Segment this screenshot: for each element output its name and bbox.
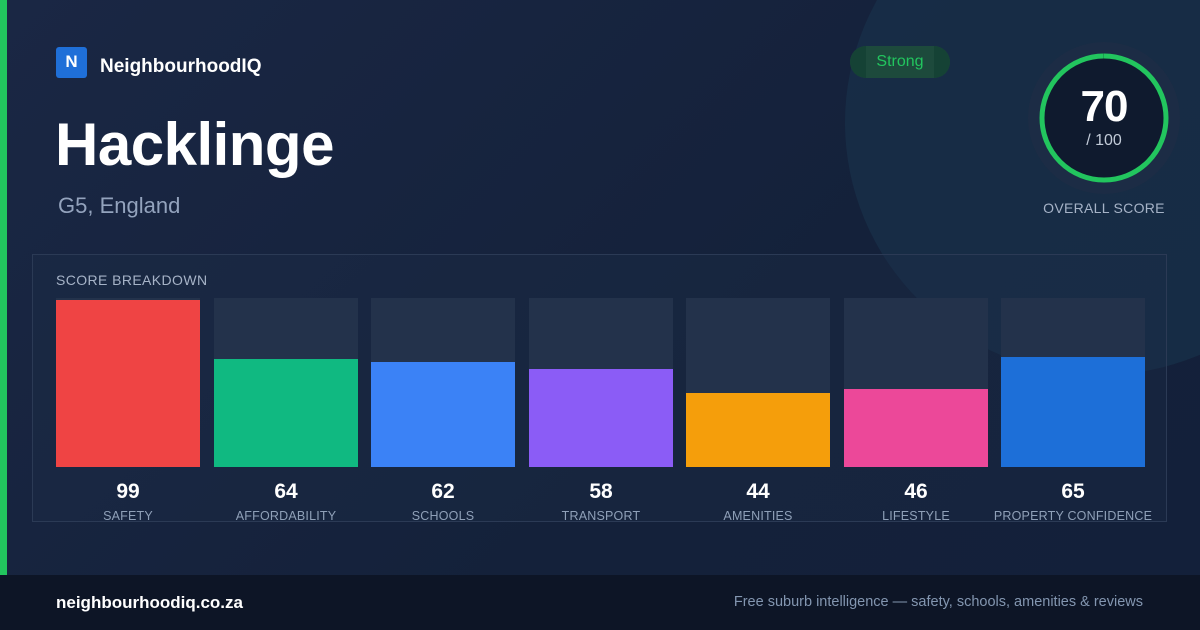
score-bar-value: 62 xyxy=(431,480,455,503)
score-bar-fill xyxy=(214,359,358,467)
score-bar-label: PROPERTY CONFIDENCE xyxy=(993,509,1153,523)
score-bar-value: 64 xyxy=(274,480,298,503)
score-bars: 99 SAFETY 64 AFFORDABILITY 62 SCHOOLS 58 TRANSP… xyxy=(33,255,1166,523)
score-bar-track xyxy=(686,298,830,467)
score-bar-value: 65 xyxy=(1061,480,1085,503)
score-bar-fill xyxy=(844,389,988,467)
score-bar-label: AMENITIES xyxy=(723,509,793,523)
brand-name: NeighbourhoodIQ xyxy=(100,56,262,77)
score-breakdown-panel: SCORE BREAKDOWN 99 SAFETY 64 AFFORDABILITY 6… xyxy=(32,254,1167,523)
score-bar-track xyxy=(844,298,988,467)
score-bar-label: LIFESTYLE xyxy=(882,509,950,523)
score-bar-label: SCHOOLS xyxy=(411,509,475,523)
score-bar-label: TRANSPORT xyxy=(561,509,641,523)
score-bar-fill xyxy=(1001,357,1145,467)
status-badge: Strong xyxy=(850,46,950,78)
overall-score-value: 70 xyxy=(1080,82,1129,131)
location-title: Hacklinge xyxy=(55,111,334,178)
brand[interactable]: N NeighbourhoodIQ xyxy=(56,46,261,78)
brand-logo-icon: N xyxy=(56,46,87,78)
score-bar-track xyxy=(529,298,673,467)
footer: neighbourhoodiq.co.za Free suburb intell… xyxy=(0,575,1200,630)
accent-strip xyxy=(0,0,7,575)
score-bar-track xyxy=(371,298,515,467)
score-bar-fill xyxy=(56,300,200,467)
overall-score-label: OVERALL SCORE xyxy=(1043,200,1165,216)
score-bar-value: 58 xyxy=(589,480,613,503)
score-bar-label: AFFORDABILITY xyxy=(235,509,337,523)
score-bar-value: 46 xyxy=(904,480,928,503)
score-bar-fill xyxy=(529,369,673,467)
score-bar-track xyxy=(56,298,200,467)
score-bar-track xyxy=(214,298,358,467)
location-region: G5, England xyxy=(58,193,181,218)
footer-tagline: Free suburb intelligence — safety, schoo… xyxy=(733,594,1143,610)
overall-score-ring xyxy=(1028,42,1180,194)
score-bar-value: 44 xyxy=(746,480,770,503)
footer-url-link[interactable]: neighbourhoodiq.co.za xyxy=(56,593,243,612)
score-bar-fill xyxy=(686,393,830,467)
score-bar-label: SAFETY xyxy=(103,509,153,523)
overall-score-max: / 100 xyxy=(1086,132,1122,149)
score-bar-value: 99 xyxy=(116,480,140,503)
status-badge-label: Strong xyxy=(876,53,924,70)
score-bar-track xyxy=(1001,298,1145,467)
score-breakdown-title: SCORE BREAKDOWN xyxy=(56,272,208,288)
score-bar-fill xyxy=(371,362,515,467)
